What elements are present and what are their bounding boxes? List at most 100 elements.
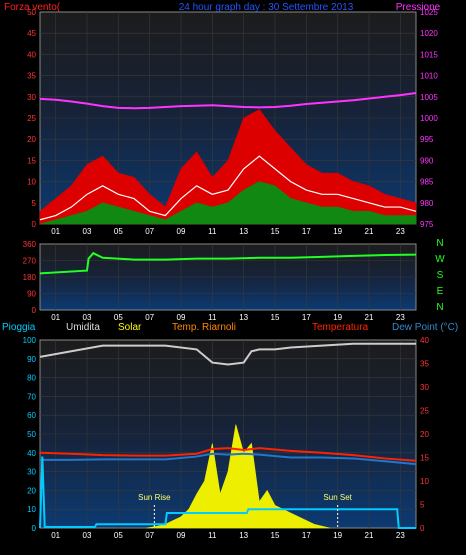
compass-label: S (437, 270, 444, 281)
compass-label: E (437, 286, 444, 297)
y-tick-label: 20 (27, 486, 36, 495)
x-tick-label: 09 (177, 227, 186, 236)
legend-pioggia: Pioggia (2, 322, 36, 333)
y-tick-label: 40 (27, 50, 36, 59)
y-tick-label: 0 (32, 306, 37, 315)
x-tick-label: 13 (239, 313, 248, 322)
x-tick-label: 05 (114, 313, 123, 322)
x-tick-label: 21 (365, 313, 374, 322)
x-tick-label: 11 (208, 227, 217, 236)
wind-speed-line (39, 155, 417, 221)
y-tick-label: 90 (27, 290, 36, 299)
y-tick-label: 100 (23, 336, 37, 345)
humidity-line (39, 342, 416, 366)
y-tick-label: 990 (420, 156, 434, 165)
x-tick-label: 07 (145, 313, 154, 322)
wind-x-ticks: 01 03 05 07 09 11 13 15 17 19 21 23 (51, 227, 405, 236)
pressure-axis-label: Pressione (396, 2, 441, 13)
y-tick-label: 30 (420, 383, 429, 392)
y-tick-label: 15 (420, 454, 429, 463)
x-tick-label: 09 (177, 531, 186, 540)
x-tick-label: 07 (145, 531, 154, 540)
y-tick-label: 20 (27, 135, 36, 144)
wind-direction-line (39, 251, 417, 275)
y-tick-label: 1015 (420, 50, 438, 59)
x-tick-label: 07 (145, 227, 154, 236)
x-tick-label: 09 (177, 313, 186, 322)
x-tick-label: 19 (333, 531, 342, 540)
y-tick-label: 975 (420, 220, 434, 229)
y-tick-label: 40 (420, 336, 429, 345)
x-tick-label: 19 (333, 227, 342, 236)
y-tick-label: 5 (32, 199, 37, 208)
weather-x-ticks: 01 03 05 07 09 11 13 15 17 19 21 23 (51, 531, 405, 540)
x-tick-label: 17 (302, 313, 311, 322)
y-tick-label: 270 (23, 257, 37, 266)
x-tick-label: 15 (271, 313, 280, 322)
x-tick-label: 11 (208, 313, 217, 322)
y-tick-label: 5 (420, 501, 425, 510)
y-tick-label: 40 (27, 449, 36, 458)
x-tick-label: 17 (302, 531, 311, 540)
pressure-right-ticks: 975 980 985 990 995 1000 1005 1010 1015 1020 1025 (420, 8, 438, 229)
dew-point-line (40, 452, 417, 466)
x-tick-label: 01 (51, 313, 60, 322)
y-tick-label: 50 (27, 8, 36, 17)
wind-axis-label: Forza vento( (4, 2, 61, 13)
y-tick-label: 25 (420, 407, 429, 416)
wind-gust-area (39, 109, 417, 225)
y-tick-label: 0 (32, 220, 37, 229)
wind-left-ticks: 0 5 10 15 20 25 30 35 40 45 50 (27, 8, 36, 229)
x-tick-label: 21 (365, 227, 374, 236)
y-tick-label: 15 (27, 156, 36, 165)
x-tick-label: 23 (396, 313, 405, 322)
direction-left-ticks: 0 90 180 270 360 (23, 240, 37, 315)
y-tick-label: 30 (27, 93, 36, 102)
temperature-right-ticks: 0 5 10 15 20 25 30 35 40 (420, 336, 429, 533)
direction-grid (40, 244, 416, 310)
y-tick-label: 1000 (420, 114, 438, 123)
pressure-line (39, 91, 417, 110)
y-tick-label: 45 (27, 29, 36, 38)
x-tick-label: 05 (114, 227, 123, 236)
x-tick-label: 11 (208, 531, 217, 540)
y-tick-label: 35 (420, 360, 429, 369)
legend-solar: Solar (118, 322, 142, 333)
x-tick-label: 15 (271, 227, 280, 236)
temperature-line (39, 447, 417, 462)
x-tick-label: 15 (271, 531, 280, 540)
y-tick-label: 1020 (420, 29, 438, 38)
y-tick-label: 360 (23, 240, 37, 249)
y-tick-label: 90 (27, 355, 36, 364)
y-tick-label: 60 (27, 411, 36, 420)
direction-x-ticks: 01 03 05 07 09 11 13 15 17 19 21 23 (51, 313, 405, 322)
weather-series (39, 342, 417, 529)
y-tick-label: 985 (420, 178, 434, 187)
chart-title: 24 hour graph day : 30 Settembre 2013 (179, 2, 354, 13)
y-tick-label: 80 (27, 374, 36, 383)
y-tick-label: 0 (32, 524, 37, 533)
compass-label: W (435, 254, 445, 265)
x-tick-label: 13 (239, 531, 248, 540)
x-tick-label: 23 (396, 227, 405, 236)
y-tick-label: 70 (27, 392, 36, 401)
x-tick-label: 19 (333, 313, 342, 322)
x-tick-label: 03 (83, 227, 92, 236)
y-tick-label: 0 (420, 524, 425, 533)
x-tick-label: 13 (239, 227, 248, 236)
legend-dew-point: Dew Point (°C) (392, 322, 458, 333)
y-tick-label: 10 (420, 477, 429, 486)
legend-temp-riarnoli: Temp. Riarnoli (172, 322, 236, 333)
x-tick-label: 03 (83, 531, 92, 540)
y-tick-label: 1005 (420, 93, 438, 102)
y-tick-label: 50 (27, 430, 36, 439)
y-tick-label: 180 (23, 273, 37, 282)
x-tick-label: 01 (51, 227, 60, 236)
y-tick-label: 35 (27, 72, 36, 81)
x-tick-label: 21 (365, 531, 374, 540)
wind-avg-area (39, 181, 417, 225)
y-tick-label: 25 (27, 114, 36, 123)
